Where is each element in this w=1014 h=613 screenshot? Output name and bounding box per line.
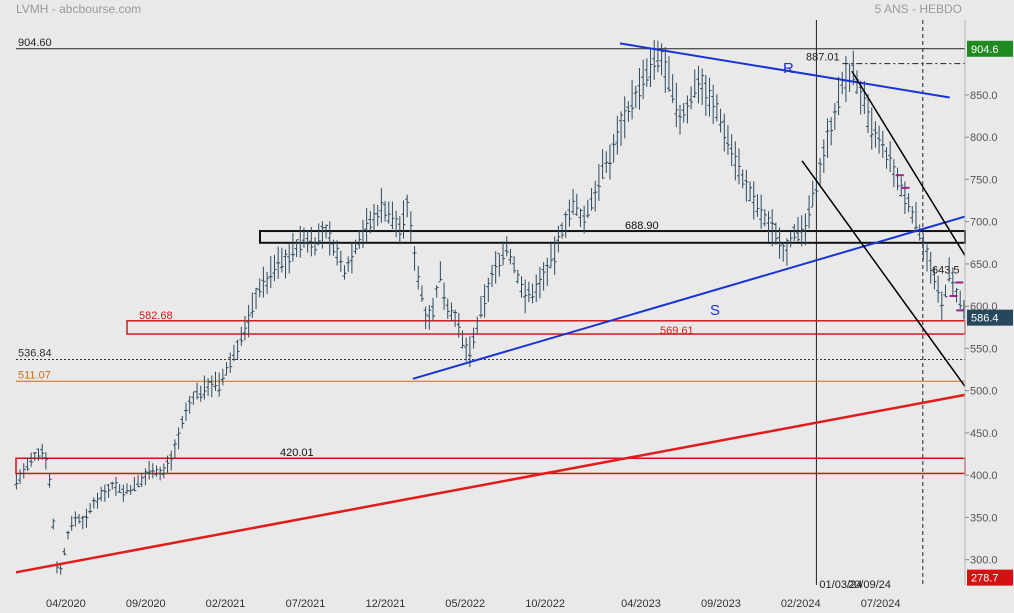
support-resistance-zones	[15, 230, 966, 475]
price-tag	[967, 40, 1013, 57]
trendline-label: R	[783, 60, 794, 77]
date-tick-label: 10/2022	[525, 598, 565, 610]
price-tag	[967, 569, 1013, 586]
zone-label: 420.01	[280, 447, 314, 459]
date-tick-label: 09/2020	[126, 598, 166, 610]
price-tick-label: 500.0	[970, 386, 998, 398]
level-label: 536.84	[18, 348, 52, 360]
date-tick-label: 02/2021	[206, 598, 246, 610]
level-label: 904.60	[18, 37, 52, 49]
price-tag-label: 904.6	[971, 44, 999, 56]
chart-grid	[16, 20, 965, 585]
zone-label: 582.68	[139, 310, 173, 322]
price-tag	[967, 309, 1013, 326]
date-tick-label: 02/2024	[781, 598, 821, 610]
price-tick-label: 450.0	[970, 428, 998, 440]
price-axis: 300.0350.0400.0450.0500.0550.0600.0650.0…	[46, 20, 1013, 610]
date-tick-label: 07/2021	[286, 598, 326, 610]
chart-period: 5 ANS - HEBDO	[875, 2, 962, 16]
date-tick-label: 04/2020	[46, 598, 86, 610]
price-tick-label: 550.0	[970, 343, 998, 355]
marker-label: 643.5	[932, 264, 960, 276]
zone-label: 688.90	[625, 220, 659, 232]
price-tick-label: 800.0	[970, 132, 998, 144]
price-tag-label: 586.4	[971, 313, 999, 325]
level-label: 511.07	[18, 369, 51, 381]
trendline	[619, 42, 950, 99]
trendline	[15, 393, 966, 574]
trendline-label: S	[710, 302, 720, 319]
price-tick-label: 700.0	[970, 217, 998, 229]
price-tick-label: 400.0	[970, 470, 998, 482]
date-tick-label: 04/2023	[621, 598, 661, 610]
marker-label: 887.01	[806, 52, 840, 64]
trendline	[801, 160, 966, 387]
date-tick-label: 05/2022	[445, 598, 485, 610]
price-tick-label: 300.0	[970, 555, 998, 567]
price-tick-label: 350.0	[970, 512, 998, 524]
trendline	[851, 70, 966, 256]
price-tick-label: 650.0	[970, 259, 998, 271]
price-tick-label: 750.0	[970, 174, 998, 186]
date-tick-label: 12/2021	[366, 598, 406, 610]
price-bars	[14, 39, 966, 575]
date-tick-label: 09/2023	[701, 598, 741, 610]
zone-box	[126, 320, 966, 335]
trendlines	[15, 42, 966, 574]
chart-title: LVMH - abcbourse.com	[16, 2, 141, 16]
date-label: 01/03/24	[819, 579, 862, 591]
zone-sub-label: 569.61	[660, 325, 694, 337]
date-label: 20/09/24	[848, 579, 891, 591]
price-tag-label: 278.7	[971, 573, 999, 585]
zone-box	[15, 457, 966, 475]
price-tick-label: 850.0	[970, 90, 998, 102]
trendline	[412, 215, 966, 380]
date-tick-label: 07/2024	[861, 598, 901, 610]
